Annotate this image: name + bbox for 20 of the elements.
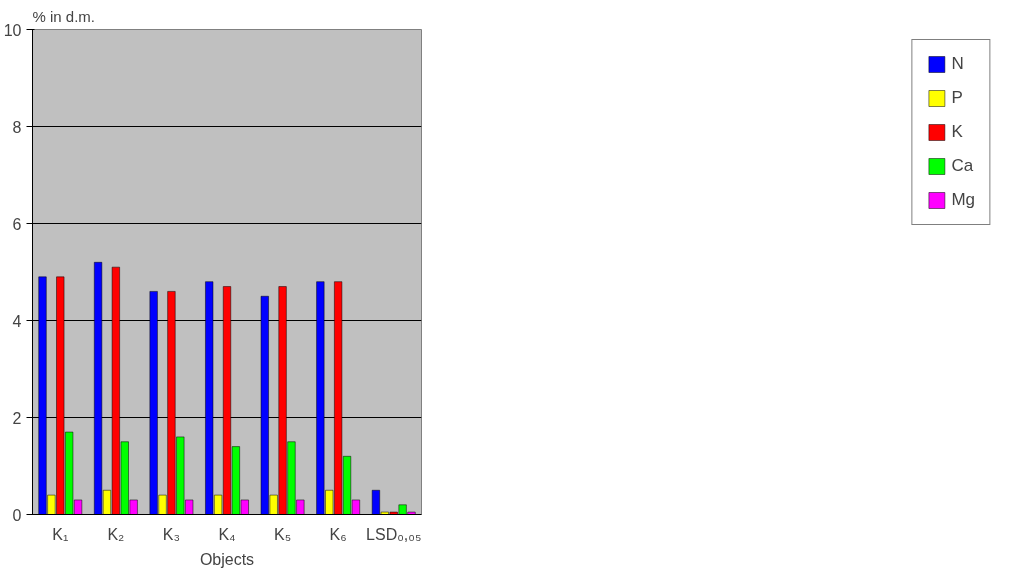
y-tick-label: 8 [12, 118, 22, 136]
x-tick-label: LSD₀,₀₅ [366, 525, 422, 543]
y-tick-label: 2 [12, 409, 22, 427]
x-tick-label: K₆ [329, 525, 347, 543]
legend-label: Ca [951, 156, 974, 176]
x-tick-label: K₃ [162, 525, 181, 543]
y-tick-label: 6 [12, 215, 22, 233]
legend-label: Mg [951, 190, 975, 210]
x-axis-title: Objects [199, 550, 255, 568]
x-tick-label: K₅ [274, 525, 292, 543]
y-tick-label: 0 [12, 506, 22, 524]
y-axis-title: % in d.m. [32, 7, 96, 25]
legend-label: K [951, 122, 964, 142]
legend-label: P [951, 88, 964, 108]
x-tick-label: K₄ [218, 525, 236, 543]
y-tick-label: 4 [12, 312, 22, 330]
y-tick-label: 10 [3, 21, 22, 39]
x-tick-label: K₁ [52, 525, 69, 543]
x-tick-label: K₂ [107, 525, 125, 543]
legend-label: N [951, 54, 965, 74]
